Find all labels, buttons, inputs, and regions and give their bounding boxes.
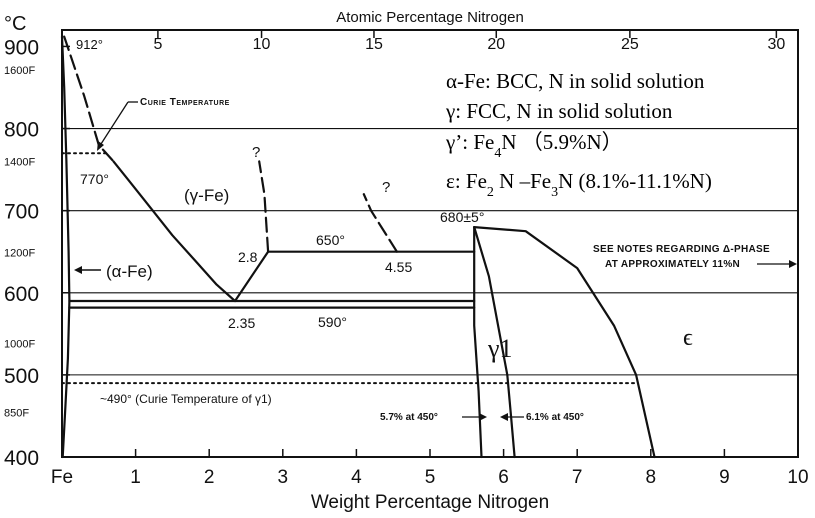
legend-block: α-Fe: BCC, N in solid solution γ: FCC, N… bbox=[445, 69, 712, 200]
annotation-6-1: 6.1% at 450° bbox=[526, 412, 584, 423]
x-tick-label-4: 4 bbox=[351, 467, 362, 488]
top-tick-label-5: 5 bbox=[153, 36, 162, 53]
gridlines bbox=[62, 127, 798, 376]
x-tick-label-2: 2 bbox=[204, 467, 215, 488]
y-tick-label-f-1400F: 1400F bbox=[4, 156, 35, 168]
x-tick-label-5: 5 bbox=[425, 467, 436, 488]
x-tick-label-6: 6 bbox=[498, 467, 509, 488]
x-tick-label-9: 9 bbox=[719, 467, 730, 488]
annotation-680: 680±5° bbox=[440, 209, 484, 225]
y-tick-label-f-1200F: 1200F bbox=[4, 248, 35, 260]
annotation-490: ~490° (Curie Temperature of γ1) bbox=[100, 392, 272, 406]
annotation-curie-temperature: Curie Temperature bbox=[140, 97, 230, 108]
y-tick-label-c-400: 400 bbox=[4, 447, 39, 470]
five-seven-arrow-head bbox=[479, 413, 487, 421]
legend-line-gamma: γ: FCC, N in solid solution bbox=[445, 99, 673, 123]
curve-four-55-dashed bbox=[362, 193, 398, 253]
annotation-4-55: 4.55 bbox=[385, 259, 412, 275]
curve-gamma-right-boundary bbox=[233, 250, 270, 303]
curie-leader-line-2 bbox=[100, 101, 129, 145]
annotations: 912° Curie Temperature 770° (γ-Fe) (α-Fe… bbox=[74, 37, 797, 423]
top-tick-label-15: 15 bbox=[365, 36, 383, 53]
y-tick-labels: 400 500 600 700 800 900 850F 1000F 1200F 1400F 160… bbox=[4, 36, 39, 470]
alpha-fe-arrow-head bbox=[74, 266, 82, 274]
annotation-770: 770° bbox=[80, 171, 109, 187]
x-tick-label-10: 10 bbox=[787, 467, 808, 488]
top-tick-label-25: 25 bbox=[621, 36, 639, 53]
x-tick-label-1: 1 bbox=[130, 467, 141, 488]
curie-arrow-head bbox=[97, 141, 104, 151]
x-axis-label: Weight Percentage Nitrogen bbox=[311, 492, 549, 513]
y-axis-unit-label: °C bbox=[4, 13, 26, 35]
annotation-2-35: 2.35 bbox=[228, 315, 255, 331]
y-tick-label-c-800: 800 bbox=[4, 119, 39, 142]
legend-line-epsilon: ε: Fe2 N –Fe3N (8.1%-11.1%N) bbox=[446, 169, 712, 200]
top-tick-label-30: 30 bbox=[767, 36, 785, 53]
x-tick-label-8: 8 bbox=[646, 467, 657, 488]
dotted-isotherms bbox=[61, 152, 638, 385]
annotation-delta-note-1: See notes regarding δ-phase bbox=[593, 244, 770, 255]
delta-note-arrow-head bbox=[789, 260, 797, 268]
annotation-912: 912° bbox=[76, 37, 103, 52]
top-tick-labels: 5 10 15 20 25 30 bbox=[153, 36, 785, 53]
annotation-gamma1: γ1 bbox=[487, 334, 513, 363]
top-tick-label-10: 10 bbox=[253, 36, 271, 53]
x-tick-label-3: 3 bbox=[278, 467, 289, 488]
y-tick-label-f-1000F: 1000F bbox=[4, 339, 35, 351]
y-tick-label-c-500: 500 bbox=[4, 365, 39, 388]
top-axis-label: Atomic Percentage Nitrogen bbox=[336, 9, 524, 26]
annotation-5-7: 5.7% at 450° bbox=[380, 412, 438, 423]
y-tick-label-c-700: 700 bbox=[4, 201, 39, 224]
six-one-arrow-head bbox=[500, 413, 508, 421]
annotation-question-2: ? bbox=[382, 179, 390, 196]
annotation-650: 650° bbox=[316, 232, 345, 248]
annotation-delta-note-2: at approximately 11%N bbox=[605, 259, 740, 270]
annotation-alpha-fe: (α-Fe) bbox=[106, 262, 153, 281]
curve-alpha-solvus bbox=[60, 35, 71, 459]
annotation-question-1: ? bbox=[252, 144, 260, 161]
curve-epsilon-boundary bbox=[473, 226, 656, 459]
curve-gamma-lower-left bbox=[112, 160, 237, 303]
legend-line-alpha: α-Fe: BCC, N in solid solution bbox=[446, 69, 705, 93]
x-tick-labels: Fe 1 2 3 4 5 6 7 8 9 10 bbox=[51, 467, 809, 488]
x-tick-label-0: Fe bbox=[51, 467, 73, 488]
annotation-590: 590° bbox=[318, 314, 347, 330]
curve-gamma-right-dashed bbox=[258, 160, 270, 253]
annotation-2-8: 2.8 bbox=[238, 249, 258, 265]
y-tick-label-f-1600F: 1600F bbox=[4, 65, 35, 77]
x-tick-label-7: 7 bbox=[572, 467, 583, 488]
curve-gamma-prime-left bbox=[473, 226, 483, 459]
y-tick-label-c-600: 600 bbox=[4, 283, 39, 306]
y-tick-label-f-850F: 850F bbox=[4, 408, 29, 420]
curve-gamma-prime-right bbox=[473, 226, 516, 459]
annotation-gamma-fe: (γ-Fe) bbox=[184, 186, 229, 205]
legend-line-gamma-prime: γ’: Fe4N （5.9%N） bbox=[445, 130, 623, 161]
annotation-epsilon: ϵ bbox=[683, 325, 693, 351]
axis-ticks bbox=[61, 30, 799, 458]
top-tick-label-20: 20 bbox=[487, 36, 505, 53]
y-tick-label-c-900: 900 bbox=[4, 36, 39, 59]
curve-gamma-lower-left-dashed bbox=[63, 35, 115, 163]
